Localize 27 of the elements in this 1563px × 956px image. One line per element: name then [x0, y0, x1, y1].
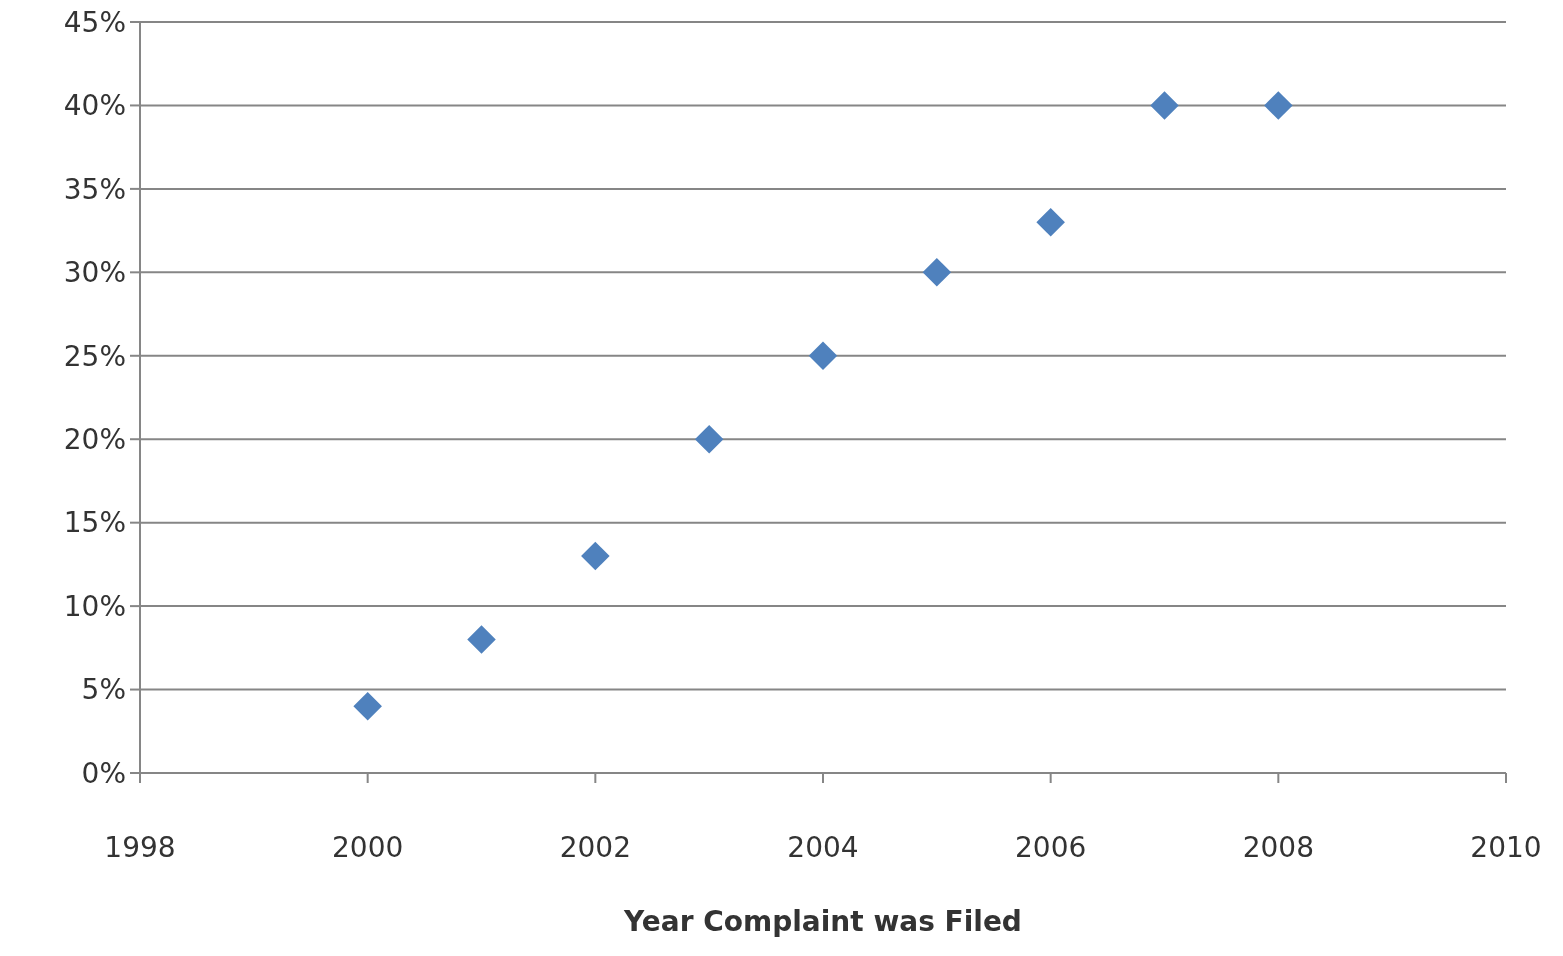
- point: [1150, 91, 1179, 120]
- x-tick-label: 1998: [104, 831, 176, 864]
- x-tick-label: 2010: [1470, 831, 1542, 864]
- point: [922, 258, 952, 287]
- x-tick-label: 2004: [787, 831, 859, 864]
- x-tick-label: 2002: [559, 831, 631, 864]
- y-tick-label: 15%: [63, 506, 126, 540]
- x-axis-title: Year Complaint was Filed: [623, 905, 1022, 938]
- y-tick-label: 5%: [81, 673, 126, 707]
- y-tick-label: 0%: [81, 756, 126, 790]
- y-tick-label: 20%: [63, 423, 126, 457]
- y-tick-label: 40%: [63, 89, 126, 123]
- point: [1036, 207, 1065, 237]
- point: [1264, 91, 1293, 120]
- x-tick-label: 2006: [1015, 831, 1087, 864]
- y-tick-label: 10%: [63, 589, 126, 623]
- point: [353, 691, 382, 721]
- point: [467, 625, 496, 654]
- point: [808, 341, 838, 371]
- y-tick-label: 35%: [63, 172, 126, 206]
- point: [581, 541, 610, 571]
- y-tick-label: 45%: [63, 5, 126, 39]
- x-tick-label: 2008: [1242, 831, 1314, 864]
- y-tick-label: 30%: [63, 256, 126, 290]
- y-tick-label: 25%: [63, 339, 126, 373]
- x-tick-label: 2000: [332, 831, 404, 864]
- point: [694, 424, 724, 454]
